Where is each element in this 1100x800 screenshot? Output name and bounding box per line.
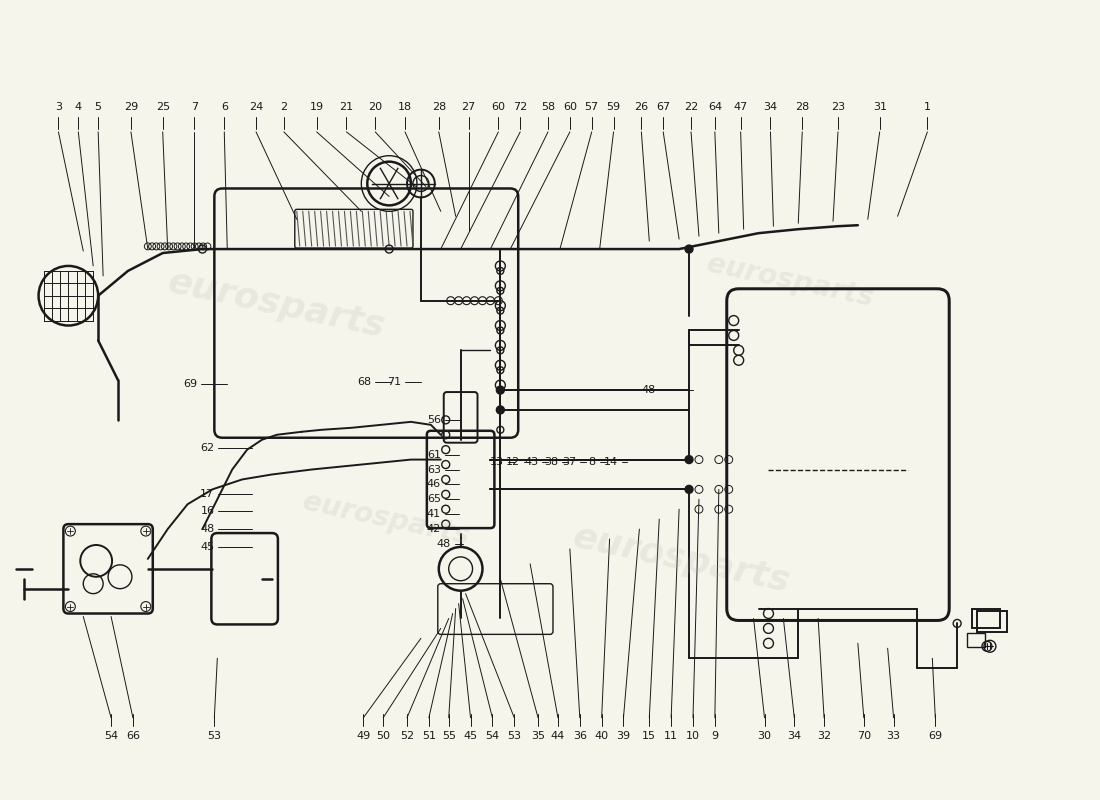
Text: 60: 60: [563, 102, 576, 112]
Text: eurosparts: eurosparts: [704, 250, 877, 312]
Text: 31: 31: [872, 102, 887, 112]
Text: 56: 56: [427, 415, 441, 425]
Text: 48: 48: [437, 539, 451, 549]
Text: 54: 54: [104, 730, 118, 741]
Circle shape: [685, 486, 693, 494]
Text: 36: 36: [573, 730, 586, 741]
Text: 14: 14: [604, 457, 617, 466]
Text: 15: 15: [642, 730, 657, 741]
Text: 34: 34: [788, 730, 802, 741]
Text: 43: 43: [524, 457, 538, 466]
Text: 30: 30: [758, 730, 771, 741]
Text: 40: 40: [595, 730, 608, 741]
Text: 71: 71: [387, 377, 402, 387]
Text: 5: 5: [95, 102, 101, 112]
Text: 4: 4: [75, 102, 81, 112]
Text: 52: 52: [400, 730, 414, 741]
Text: 48: 48: [641, 385, 656, 395]
Text: 22: 22: [684, 102, 699, 112]
Text: 62: 62: [200, 442, 214, 453]
Text: 9: 9: [712, 730, 718, 741]
Text: 32: 32: [817, 730, 832, 741]
Text: 27: 27: [461, 102, 475, 112]
Text: 45: 45: [200, 542, 214, 552]
Text: 19: 19: [309, 102, 323, 112]
Text: 42: 42: [427, 524, 441, 534]
Text: 20: 20: [368, 102, 383, 112]
Text: 8: 8: [588, 457, 596, 466]
Text: 10: 10: [686, 730, 700, 741]
Text: 57: 57: [584, 102, 598, 112]
Text: 47: 47: [734, 102, 748, 112]
Text: 67: 67: [656, 102, 670, 112]
Circle shape: [496, 406, 504, 414]
Text: 64: 64: [707, 102, 722, 112]
Text: eurosparts: eurosparts: [300, 488, 472, 550]
Text: 51: 51: [421, 730, 436, 741]
Text: 72: 72: [513, 102, 527, 112]
Text: 11: 11: [664, 730, 679, 741]
Text: 38: 38: [543, 457, 558, 466]
Text: 66: 66: [125, 730, 140, 741]
Text: 21: 21: [340, 102, 353, 112]
Text: 37: 37: [562, 457, 575, 466]
Text: 1: 1: [924, 102, 931, 112]
Circle shape: [685, 245, 693, 253]
Text: 53: 53: [507, 730, 521, 741]
Text: 55: 55: [442, 730, 455, 741]
Text: 17: 17: [200, 490, 214, 499]
Text: 33: 33: [887, 730, 901, 741]
Text: 35: 35: [531, 730, 546, 741]
Text: 26: 26: [635, 102, 648, 112]
Text: 69: 69: [184, 379, 198, 389]
Text: 28: 28: [795, 102, 810, 112]
Text: 59: 59: [606, 102, 620, 112]
Text: 28: 28: [431, 102, 446, 112]
Text: 50: 50: [376, 730, 390, 741]
Text: 2: 2: [280, 102, 287, 112]
Text: 65: 65: [427, 494, 441, 504]
Text: 34: 34: [763, 102, 778, 112]
Circle shape: [685, 456, 693, 463]
Text: 68: 68: [358, 377, 372, 387]
Text: 25: 25: [155, 102, 169, 112]
Text: 6: 6: [221, 102, 228, 112]
Text: 45: 45: [463, 730, 477, 741]
Text: 44: 44: [551, 730, 565, 741]
Text: 46: 46: [427, 479, 441, 490]
Text: 23: 23: [830, 102, 845, 112]
Text: 48: 48: [200, 524, 214, 534]
Text: 60: 60: [492, 102, 505, 112]
Text: 7: 7: [191, 102, 198, 112]
Text: 61: 61: [427, 450, 441, 460]
Text: 29: 29: [124, 102, 139, 112]
Text: eurosparts: eurosparts: [570, 519, 793, 598]
Text: 70: 70: [857, 730, 871, 741]
Text: 13: 13: [491, 457, 504, 466]
Text: 49: 49: [356, 730, 371, 741]
Text: 63: 63: [427, 465, 441, 474]
Text: 12: 12: [506, 457, 520, 466]
Text: 39: 39: [616, 730, 630, 741]
Circle shape: [496, 386, 504, 394]
Text: 54: 54: [485, 730, 499, 741]
Text: 3: 3: [55, 102, 62, 112]
Text: 18: 18: [398, 102, 412, 112]
Text: 16: 16: [200, 506, 214, 516]
Text: 24: 24: [249, 102, 263, 112]
Text: 69: 69: [928, 730, 943, 741]
Text: 58: 58: [541, 102, 556, 112]
Text: eurosparts: eurosparts: [165, 265, 388, 344]
Text: 53: 53: [207, 730, 221, 741]
Text: 41: 41: [427, 510, 441, 519]
